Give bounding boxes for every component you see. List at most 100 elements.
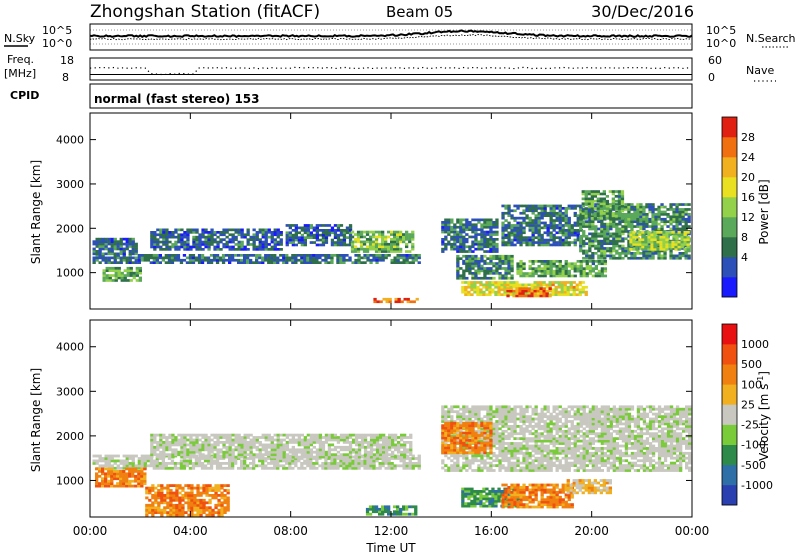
power-cell [584, 197, 588, 201]
power-cell [246, 258, 250, 262]
power-cell [222, 233, 226, 237]
velocity-cell [348, 436, 353, 439]
velocity-cell [198, 455, 202, 459]
power-cell [345, 236, 350, 239]
power-cell [441, 238, 445, 241]
power-cell [642, 217, 646, 221]
power-cell [686, 248, 690, 251]
power-cell [456, 245, 460, 249]
power-cell [552, 264, 556, 268]
velocity-cell [360, 464, 364, 468]
power-cell [171, 243, 175, 246]
power-cell [201, 233, 205, 237]
power-cell [549, 216, 553, 220]
power-cell [92, 250, 96, 253]
power-cell [491, 283, 495, 287]
power-cell [510, 233, 514, 237]
velocity-cell [375, 459, 379, 463]
power-cell [297, 226, 301, 230]
velocity-cell [104, 477, 108, 481]
power-cell [620, 202, 625, 206]
power-cell [522, 216, 526, 220]
velocity-cell [372, 443, 377, 447]
velocity-cell [282, 438, 286, 442]
power-cell [303, 226, 307, 230]
velocity-cell [270, 466, 274, 470]
velocity-cell [288, 466, 292, 470]
power-cell [135, 266, 139, 270]
power-cell [285, 231, 289, 235]
velocity-cell [294, 453, 298, 457]
power-cell [215, 258, 220, 262]
power-cell [564, 214, 568, 217]
power-cell [602, 212, 606, 215]
power-cell [639, 205, 643, 209]
power-cell [561, 224, 565, 227]
velocity-cell [207, 445, 211, 449]
power-cell [663, 252, 667, 255]
power-cell [189, 245, 193, 249]
velocity-cell [146, 454, 150, 458]
power-cell [291, 236, 295, 239]
velocity-cell [315, 453, 320, 457]
velocity-cell [330, 459, 334, 463]
velocity-cell [116, 464, 120, 468]
velocity-cell [190, 503, 194, 507]
power-cell [474, 274, 478, 278]
power-cell [632, 233, 636, 237]
velocity-cell [237, 455, 241, 459]
power-cell [474, 264, 478, 268]
power-cell [365, 233, 370, 236]
power-cell [591, 274, 595, 278]
power-cell [210, 228, 214, 232]
power-cell [362, 242, 367, 246]
power-cell [515, 292, 519, 295]
power-cell [243, 235, 247, 239]
velocity-cell [222, 455, 226, 459]
velocity-cell [201, 453, 205, 457]
power-cell [471, 225, 475, 229]
velocity-cell [327, 464, 331, 468]
power-cell [267, 248, 271, 251]
power-cell [600, 269, 604, 273]
velocity-cell [393, 466, 397, 470]
power-cell [174, 228, 178, 232]
velocity-cell [273, 450, 277, 454]
velocity-cell [143, 459, 147, 463]
power-cell [479, 283, 483, 287]
velocity-cell [143, 482, 147, 485]
power-cell [471, 274, 475, 278]
velocity-cell [441, 459, 445, 463]
power-cell [642, 222, 646, 226]
power-cell [641, 233, 645, 237]
power-cell [605, 202, 609, 206]
velocity-cell [98, 464, 102, 468]
velocity-cell [159, 453, 163, 457]
power-cell [579, 220, 583, 223]
power-cell [588, 242, 592, 245]
power-cell [267, 235, 271, 239]
power-cell [117, 266, 121, 270]
velocity-cell [288, 455, 292, 459]
velocity-cell [228, 450, 232, 454]
velocity-cell [201, 436, 205, 439]
velocity-cell [196, 484, 200, 487]
velocity-cell [366, 443, 371, 447]
velocity-cell [234, 441, 238, 444]
power-cell [170, 261, 175, 264]
velocity-cell [369, 436, 374, 439]
velocity-cell [134, 484, 138, 488]
velocity-cell [372, 464, 376, 468]
velocity-cell [207, 438, 211, 442]
velocity-cell [170, 459, 175, 463]
power-cell [645, 254, 649, 258]
power-cell [237, 228, 241, 232]
power-cell [209, 254, 214, 257]
power-cell [132, 271, 136, 275]
power-cell [624, 203, 628, 206]
power-cell [602, 199, 606, 203]
velocity-cell [264, 433, 268, 437]
power-cell [662, 243, 666, 246]
velocity-cell [162, 445, 166, 449]
noise-sky-line [89, 29, 693, 38]
